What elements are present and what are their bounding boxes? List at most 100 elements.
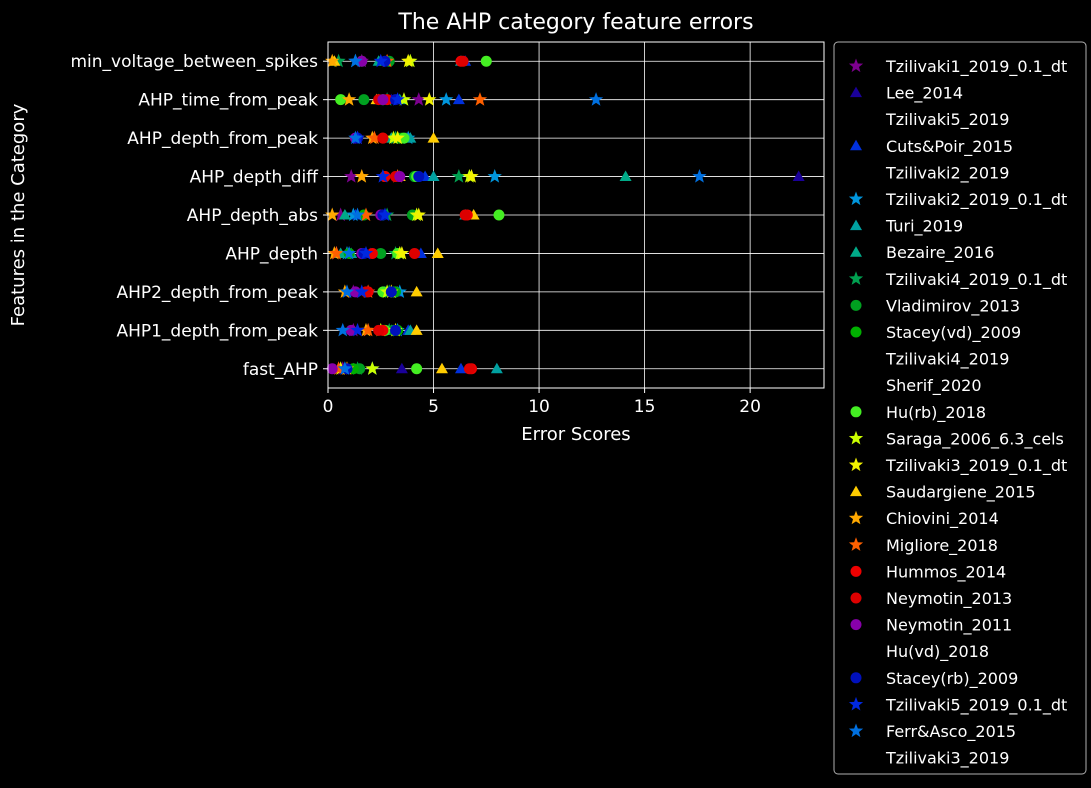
legend-marker <box>850 619 862 631</box>
data-point <box>619 170 632 182</box>
data-point <box>377 207 393 222</box>
data-point <box>427 170 440 182</box>
data-point <box>338 209 351 220</box>
legend-label: Saraga_2006_6.3_cels <box>886 429 1064 449</box>
legend-item: Hummos_2014 <box>850 562 1006 582</box>
legend-label: Turi_2019 <box>885 217 963 237</box>
legend-item: Tzilivaki5_2019_0.1_dt <box>848 695 1067 715</box>
data-point <box>350 322 365 337</box>
legend-label: Hu(vd)_2018 <box>886 642 989 662</box>
legend-item: Hu(vd)_2018 <box>886 642 989 662</box>
legend-marker <box>848 58 864 73</box>
data-point <box>366 247 378 259</box>
legend-label: Tzilivaki4_2019 <box>885 350 1009 370</box>
legend-item: Tzilivaki4_2019 <box>885 350 1009 370</box>
legend-label: Tzilivaki2_2019 <box>885 163 1009 183</box>
data-point <box>348 53 363 68</box>
data-point <box>431 247 444 258</box>
legend-frame <box>833 41 1087 775</box>
legend-marker <box>848 696 864 711</box>
chart-title: The AHP category feature errors <box>397 10 753 35</box>
legend-marker <box>850 406 862 418</box>
legend-marker <box>848 510 864 525</box>
x-tick-label: 20 <box>739 397 761 417</box>
data-point <box>333 207 348 222</box>
x-tick-label: 5 <box>428 397 439 417</box>
y-ticks: fast_AHP AHP1_depth_from_peak AHP2_depth_f… <box>70 52 328 380</box>
legend-marker <box>848 430 864 445</box>
data-point <box>401 53 416 68</box>
x-axis-label: Error Scores <box>521 424 630 445</box>
data-point <box>325 207 340 222</box>
data-point <box>410 324 423 335</box>
legend-marker <box>848 191 864 206</box>
data-point <box>454 362 467 374</box>
data-point <box>394 171 406 183</box>
legend-item: Ferr&Asco_2015 <box>848 722 1016 742</box>
data-point <box>341 92 357 106</box>
data-point <box>356 55 368 67</box>
legend-label: Chiovini_2014 <box>886 509 999 529</box>
data-point <box>390 130 405 145</box>
data-point <box>339 284 355 298</box>
data-point <box>326 363 338 375</box>
y-tick-label: AHP_time_from_peak <box>138 91 318 111</box>
data-point <box>345 324 357 336</box>
legend-label: Tzilivaki3_2019 <box>885 749 1009 769</box>
data-point <box>410 285 423 297</box>
data-point <box>411 363 423 375</box>
data-point <box>493 209 505 221</box>
legend-label: Saudargiene_2015 <box>886 483 1036 503</box>
legend-items: Tzilivaki1_2019_0.1_dt Lee_2014 Tzilivaki5… <box>848 57 1067 769</box>
legend-label: Cuts&Poir_2015 <box>886 137 1013 157</box>
data-point <box>452 93 465 105</box>
legend-item: Lee_2014 <box>850 84 963 104</box>
data-point <box>341 245 357 260</box>
legend-label: Stacey(rb)_2009 <box>886 669 1018 689</box>
legend-item: Migliore_2018 <box>848 536 998 556</box>
data-point <box>472 92 488 106</box>
y-tick-label: AHP_depth_from_peak <box>127 129 318 149</box>
legend-label: Hu(rb)_2018 <box>886 403 986 423</box>
legend-label: Tzilivaki3_2019_0.1_dt <box>885 456 1067 476</box>
legend-marker <box>850 86 862 98</box>
data-point <box>459 209 471 221</box>
data-point <box>422 92 437 106</box>
data-point <box>375 247 387 259</box>
legend-marker <box>848 723 864 738</box>
legend-item: Tzilivaki3_2019_0.1_dt <box>848 456 1067 476</box>
legend-marker <box>850 592 862 604</box>
y-tick-label: fast_AHP <box>243 360 318 380</box>
data-point <box>487 169 502 183</box>
legend-item: Stacey(vd)_2009 <box>850 323 1021 343</box>
legend-item: Stacey(rb)_2009 <box>850 669 1018 689</box>
data-point <box>325 53 340 68</box>
data-point <box>411 207 426 222</box>
y-tick-label: AHP1_depth_from_peak <box>116 321 318 341</box>
legend-label: Tzilivaki5_2019 <box>885 110 1009 130</box>
data-point <box>588 92 604 106</box>
data-point <box>344 169 359 183</box>
data-point <box>331 361 346 375</box>
marks-layer <box>325 53 805 375</box>
legend-marker <box>850 326 862 338</box>
legend-item: Neymotin_2013 <box>850 589 1012 609</box>
data-point <box>358 207 374 222</box>
legend-marker <box>850 485 862 497</box>
data-point <box>385 286 397 298</box>
data-point <box>367 130 382 145</box>
legend-marker <box>850 219 862 231</box>
legend-marker <box>850 299 862 311</box>
legend-marker <box>848 457 864 472</box>
data-point <box>390 92 405 106</box>
data-point <box>335 94 347 106</box>
data-point <box>373 324 385 336</box>
data-point <box>354 284 369 298</box>
data-point <box>413 171 425 183</box>
legend-item: Saraga_2006_6.3_cels <box>848 429 1064 449</box>
legend-label: Bezaire_2016 <box>886 243 994 263</box>
y-tick-label: min_voltage_between_spikes <box>70 52 318 72</box>
series-neymotin-2013 <box>360 55 475 375</box>
data-point <box>411 92 426 106</box>
data-point <box>337 361 353 375</box>
